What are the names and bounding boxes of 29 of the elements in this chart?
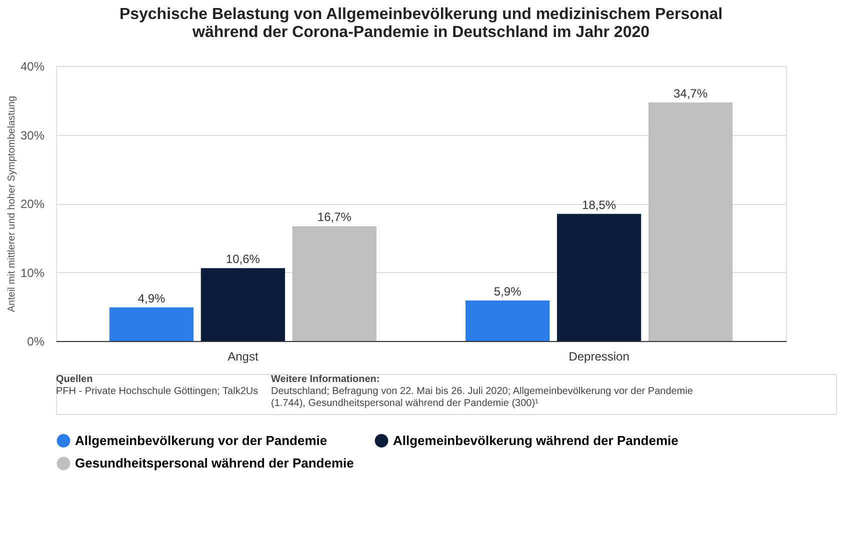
y-tick-label: 20% — [20, 197, 45, 211]
text: Weitere Informationen: — [271, 374, 380, 385]
y-tick-label: 40% — [20, 60, 45, 74]
chart-title: Psychische Belastung von Allgemeinbevölkerung und medizinischem Personal während der Corona-Pandemie in Deutschland im Jahr 2020 — [119, 6, 723, 41]
y-tick-label: 10% — [20, 266, 45, 280]
x-tick-label: Angst — [228, 350, 259, 364]
text: (1.744), Gesundheitspersonal während der Pandemie (300)¹ — [271, 398, 540, 409]
bar — [648, 102, 733, 341]
x-tick-label: Depression — [568, 350, 630, 364]
text: Deutschland; Befragung von 22. Mai bis 26. Juli 2020; Allgemeinbevölkerung vor der Pandemie — [271, 386, 694, 397]
bar — [200, 268, 286, 341]
legend-label: Allgemeinbevölkerung während der Pandemie — [393, 432, 678, 448]
bar — [556, 214, 642, 341]
bar — [466, 300, 550, 341]
text: PFH - Private Hochschule Göttingen; Talk2Us — [56, 386, 258, 397]
bar — [292, 226, 376, 341]
data-label: 16,7% — [317, 210, 352, 224]
text: Quellen — [56, 374, 93, 385]
bar — [109, 307, 194, 341]
data-label: 10,6% — [226, 252, 260, 266]
y-tick-label: 30% — [20, 128, 45, 142]
legend-label: Gesundheitspersonal während der Pandemie — [75, 456, 354, 470]
data-label: 4,9% — [138, 291, 166, 306]
data-label: 5,9% — [494, 284, 522, 298]
legend-label: Allgemeinbevölkerung vor der Pandemie — [75, 432, 328, 448]
data-label: 18,5% — [582, 198, 616, 212]
data-label: 34,7% — [673, 86, 708, 100]
y-axis-title: Anteil mit mittlerer und hoher Symptombelastung — [6, 96, 18, 312]
y-tick-label: 0% — [27, 334, 45, 348]
